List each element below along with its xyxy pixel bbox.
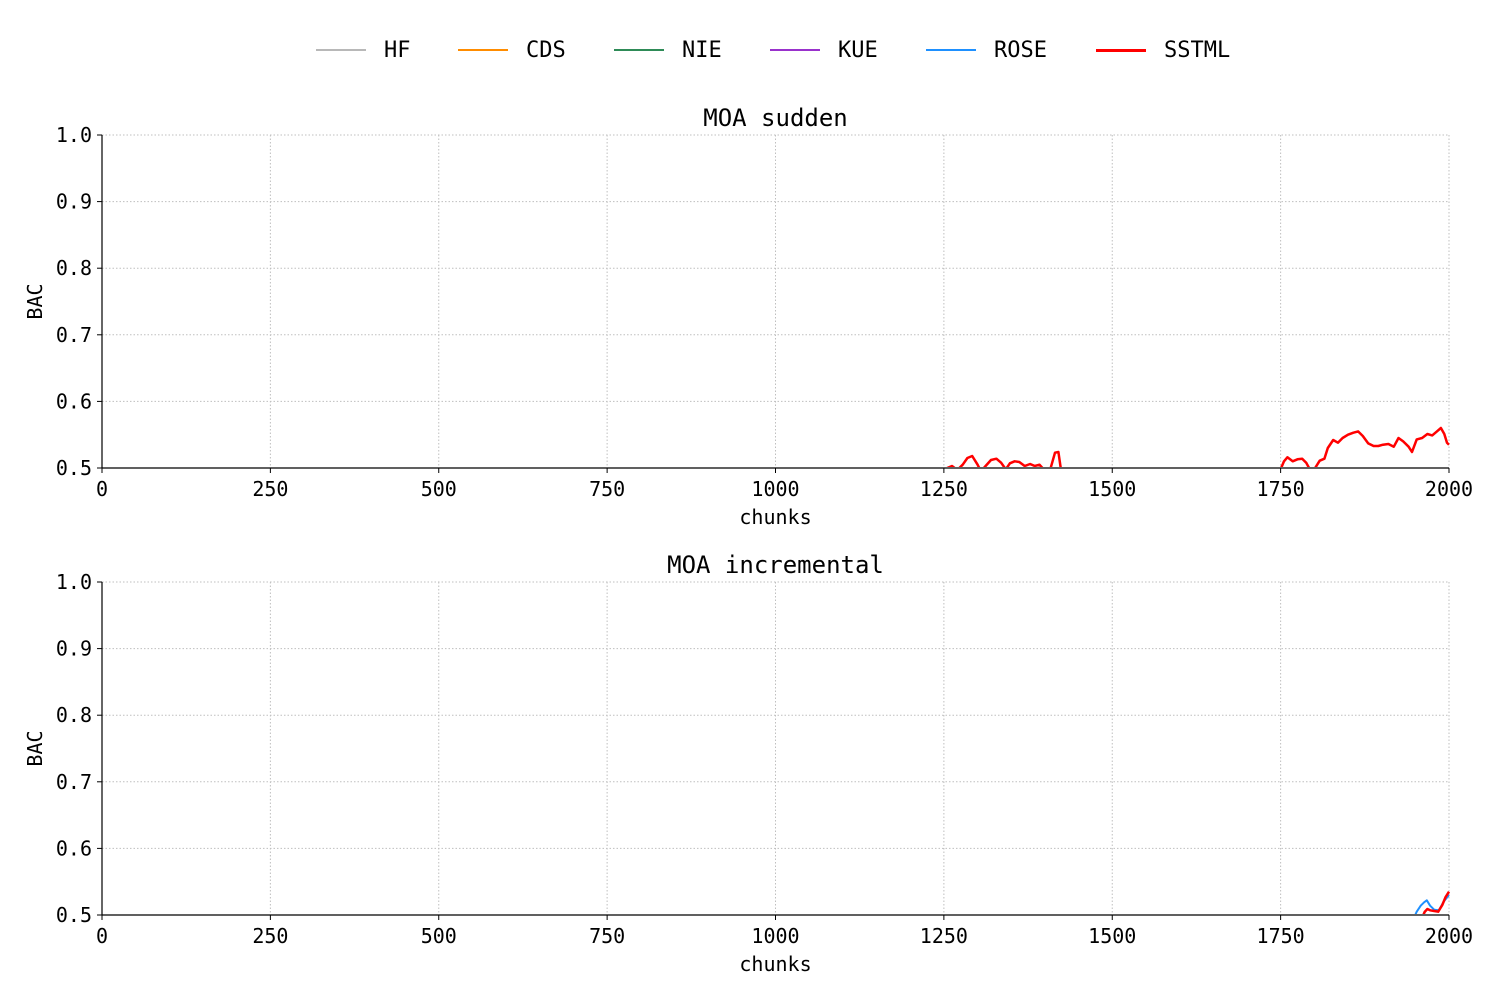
series-line-sstml: [1422, 891, 1451, 914]
y-tick-label: 0.9: [56, 190, 92, 214]
y-tick-label: 0.6: [56, 836, 92, 860]
chart-panel-1: 0 250 500 750 1000 1250 1500 1750 2000 0.5 0.6 0.7 0…: [23, 104, 1473, 529]
series-line-sstml: [1280, 426, 1450, 467]
x-axis-label: chunks: [739, 505, 811, 529]
chart-legend: HF CDS NIE KUE ROSE SSTML: [0, 30, 1500, 70]
x-tick-label: 2000: [1425, 477, 1473, 501]
legend-label: CDS: [526, 37, 566, 63]
legend-label: KUE: [838, 37, 878, 63]
legend-item-hf: HF: [316, 30, 411, 70]
x-tick-label: 500: [421, 477, 457, 501]
x-tick-label: 1750: [1257, 924, 1305, 948]
x-tick-label: 750: [589, 924, 625, 948]
legend-label: ROSE: [994, 37, 1047, 63]
chart-title: MOA incremental: [667, 551, 884, 579]
x-axis-label: chunks: [739, 952, 811, 976]
chart-panel-2: 0 250 500 750 1000 1250 1500 1750 2000 0.5 0.6 0.7 0…: [23, 551, 1473, 976]
x-tick-label: 250: [252, 477, 288, 501]
legend-swatch: [316, 49, 366, 51]
legend-swatch: [1096, 48, 1146, 52]
x-tick-label: 1500: [1088, 477, 1136, 501]
x-tick-label: 750: [589, 477, 625, 501]
y-tick-label: 0.5: [56, 903, 92, 927]
x-tick-label: 1250: [920, 477, 968, 501]
legend-item-sstml: SSTML: [1096, 30, 1230, 70]
x-tick-label: 1250: [920, 924, 968, 948]
legend-item-nie: NIE: [614, 30, 722, 70]
legend-label: NIE: [682, 37, 722, 63]
legend-label: SSTML: [1164, 37, 1231, 63]
y-tick-label: 0.6: [56, 389, 92, 413]
legend-item-kue: KUE: [770, 30, 878, 70]
legend-swatch: [770, 49, 820, 51]
legend-item-cds: CDS: [458, 30, 566, 70]
series-line-sstml: [946, 450, 1062, 467]
y-axis-label: BAC: [23, 283, 47, 319]
y-tick-label: 0.8: [56, 256, 92, 280]
y-tick-label: 0.8: [56, 703, 92, 727]
x-tick-label: 1500: [1088, 924, 1136, 948]
x-tick-label: 1000: [751, 477, 799, 501]
x-tick-label: 1000: [751, 924, 799, 948]
y-tick-label: 0.7: [56, 323, 92, 347]
x-tick-label: 0: [96, 477, 108, 501]
x-tick-label: 1750: [1257, 477, 1305, 501]
y-tick-label: 0.7: [56, 770, 92, 794]
x-tick-label: 0: [96, 924, 108, 948]
y-tick-label: 1.0: [56, 570, 92, 594]
legend-swatch: [614, 49, 664, 51]
x-tick-label: 500: [421, 924, 457, 948]
x-tick-label: 2000: [1425, 924, 1473, 948]
y-tick-label: 0.5: [56, 456, 92, 480]
legend-swatch: [926, 49, 976, 51]
legend-label: HF: [384, 37, 411, 63]
y-tick-label: 0.9: [56, 637, 92, 661]
legend-item-rose: ROSE: [926, 30, 1047, 70]
chart-title: MOA sudden: [703, 104, 848, 132]
y-axis-label: BAC: [23, 730, 47, 766]
legend-swatch: [458, 49, 508, 51]
x-tick-label: 250: [252, 924, 288, 948]
y-tick-label: 1.0: [56, 123, 92, 147]
